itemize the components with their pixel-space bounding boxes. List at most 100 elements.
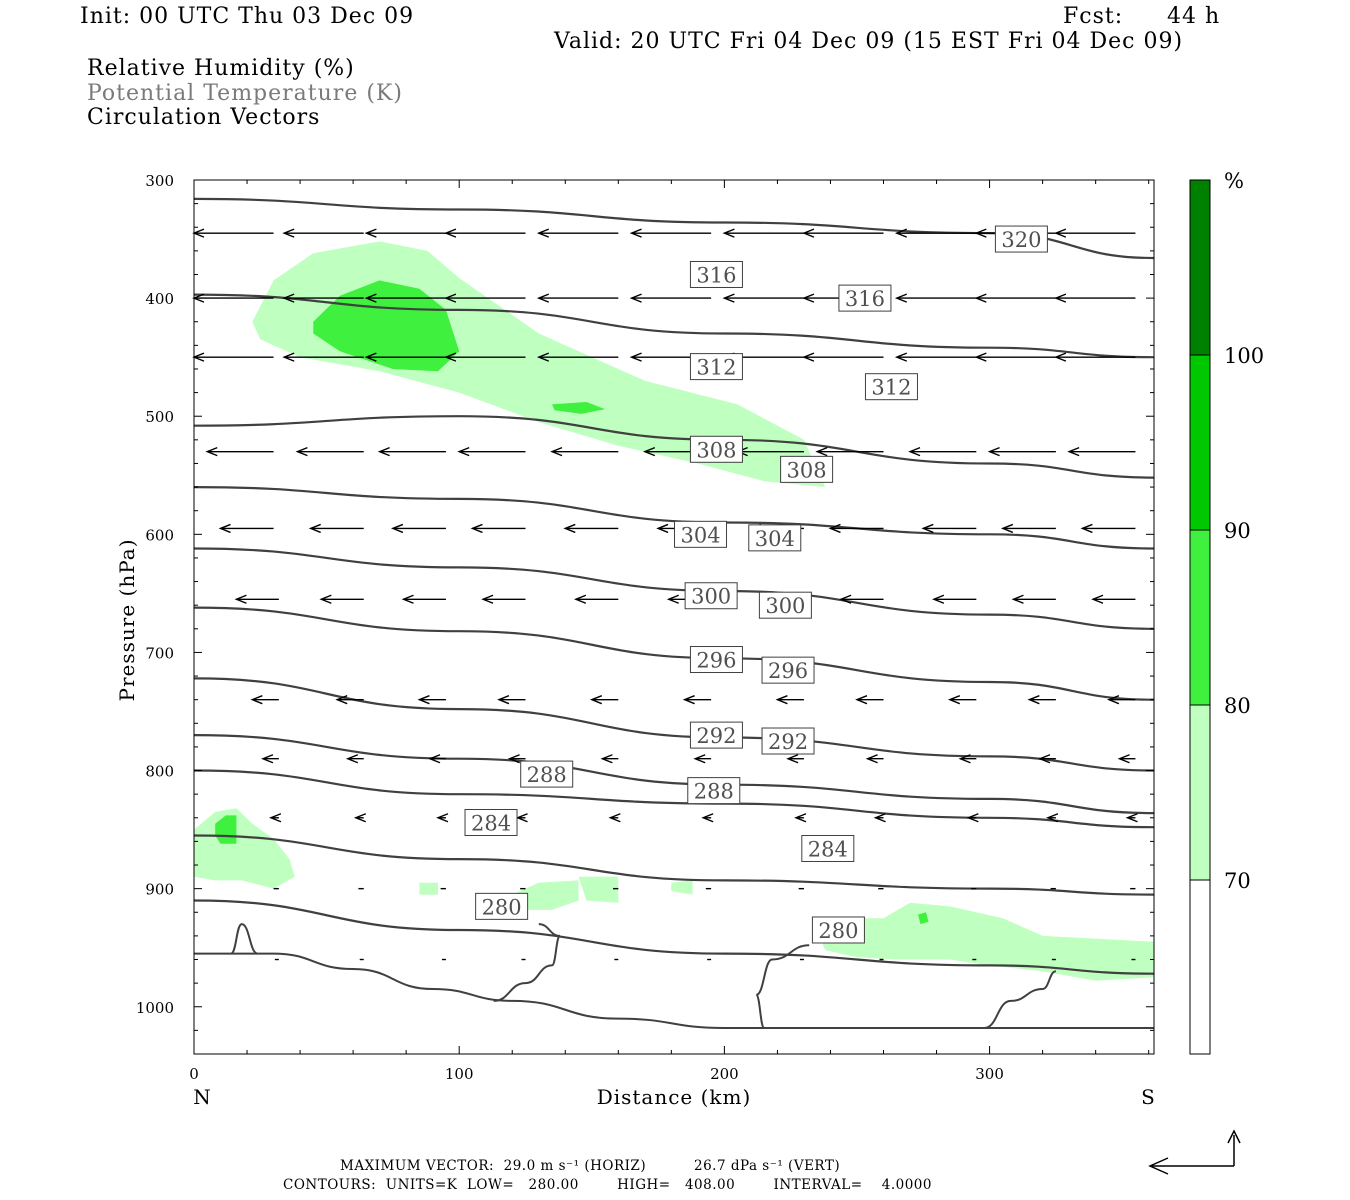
y-tick-label-1000: 1000 — [136, 999, 174, 1017]
vector-79 — [428, 754, 446, 764]
rh-region-5 — [419, 882, 438, 895]
y-tick-label-400: 400 — [145, 290, 174, 308]
y-tick-label-900: 900 — [145, 881, 174, 899]
colorbar-segment-2 — [1189, 529, 1211, 706]
svg-text:316: 316 — [845, 287, 885, 311]
plot-frame — [193, 179, 1155, 1055]
svg-text:320: 320 — [1001, 228, 1041, 252]
theta-label-316-1: 316 — [838, 284, 892, 312]
theta-contour-308 — [193, 486, 1155, 550]
svg-text:300: 300 — [765, 594, 805, 618]
vector-62 — [839, 594, 884, 604]
colorbar-level-80: 80 — [1224, 694, 1251, 718]
vector-57 — [401, 594, 446, 604]
theta-fragment-3 — [755, 944, 810, 1029]
colorbar-level-90: 90 — [1224, 519, 1251, 543]
vector-94 — [794, 813, 807, 823]
svg-text:288: 288 — [694, 780, 734, 804]
colorbar-unit: % — [1224, 169, 1244, 193]
x-tick-label-300: 300 — [975, 1065, 1004, 1083]
svg-text:296: 296 — [696, 649, 736, 673]
vector-47 — [470, 523, 526, 534]
vector-1 — [282, 228, 364, 238]
svg-text:284: 284 — [471, 812, 511, 836]
vector-42 — [987, 446, 1056, 457]
vector-87 — [1117, 754, 1136, 764]
vector-34 — [295, 446, 364, 457]
contour-labels: 320 316 316 312 312 308 308 304 304 300 300 296 296 2… — [464, 225, 1048, 944]
theta-fragment-2 — [493, 923, 561, 1002]
vector-65 — [1091, 594, 1136, 604]
vector-95 — [873, 813, 886, 823]
vector-7 — [802, 228, 884, 238]
vector-40 — [815, 446, 884, 457]
theta-label-300-1: 300 — [758, 591, 812, 619]
svg-text:308: 308 — [696, 438, 736, 462]
theta-contour-292 — [193, 734, 1155, 815]
contour-info: CONTOURS: UNITS=K LOW= 280.00 HIGH= 408.… — [283, 1177, 932, 1193]
vector-56 — [319, 594, 364, 604]
theta-label-288-1: 288 — [687, 777, 741, 805]
vector-97 — [1046, 813, 1059, 823]
svg-text:300: 300 — [691, 585, 731, 609]
svg-text:288: 288 — [527, 763, 567, 787]
theta-contour-316 — [193, 293, 1155, 359]
theta-label-308-1: 308 — [780, 455, 834, 483]
vector-73 — [855, 695, 884, 705]
field-relative-humidity: Relative Humidity (%) — [87, 56, 355, 81]
axes: 300 400 500 600 700 800 900 1000 0 100 200 300 Dista… — [115, 172, 1155, 1109]
colorbar-level-70: 70 — [1224, 869, 1251, 893]
field-circulation-vectors: Circulation Vectors — [87, 105, 321, 130]
svg-text:304: 304 — [680, 523, 720, 547]
vector-68 — [417, 695, 446, 705]
theta-fragment-1 — [230, 923, 259, 955]
rh-region-2 — [552, 402, 605, 414]
vector-64 — [1011, 594, 1056, 604]
vector-54 — [1080, 523, 1136, 534]
theta-label-312-0: 312 — [689, 353, 743, 381]
svg-text:284: 284 — [808, 837, 848, 861]
vector-35 — [377, 446, 446, 457]
vector-70 — [589, 695, 619, 705]
vector-12 — [282, 293, 364, 303]
vector-51 — [828, 523, 884, 534]
rh-region-1 — [313, 280, 460, 372]
theta-label-288-0: 288 — [520, 760, 574, 788]
theta-contour-296 — [193, 677, 1155, 772]
colorbar-level-100: 100 — [1224, 344, 1264, 368]
vector-74 — [947, 695, 977, 705]
vector-44 — [218, 523, 274, 534]
vector-77 — [261, 754, 279, 764]
vector-4 — [536, 228, 619, 238]
vector-8 — [894, 228, 977, 238]
theta-contour-284 — [193, 834, 1155, 896]
y-tick-label-300: 300 — [145, 172, 174, 190]
vector-55 — [234, 594, 279, 604]
vector-23 — [282, 352, 364, 362]
rh-region-10 — [918, 912, 929, 925]
x-axis-left-end: N — [193, 1085, 211, 1109]
svg-text:312: 312 — [871, 376, 911, 400]
theta-label-312-1: 312 — [864, 373, 918, 401]
vector-69 — [497, 695, 526, 705]
vector-48 — [563, 523, 619, 534]
theta-label-300-0: 300 — [684, 582, 738, 610]
vector-58 — [481, 594, 526, 604]
x-tick-label-200: 200 — [710, 1065, 739, 1083]
vector-6 — [722, 228, 804, 238]
vector-26 — [536, 352, 619, 362]
vector-21 — [1053, 293, 1136, 303]
x-axis-title: Distance (km) — [597, 1085, 752, 1109]
svg-text:308: 308 — [787, 458, 827, 482]
svg-text:280: 280 — [482, 895, 522, 919]
theta-contour-300 — [193, 606, 1155, 701]
vector-93 — [701, 813, 714, 823]
vector-59 — [573, 594, 619, 604]
vector-52 — [921, 523, 977, 534]
vector-5 — [629, 228, 712, 238]
vector-30 — [894, 352, 977, 362]
svg-text:292: 292 — [768, 730, 808, 754]
vector-85 — [958, 754, 977, 764]
vector-3 — [444, 228, 526, 238]
